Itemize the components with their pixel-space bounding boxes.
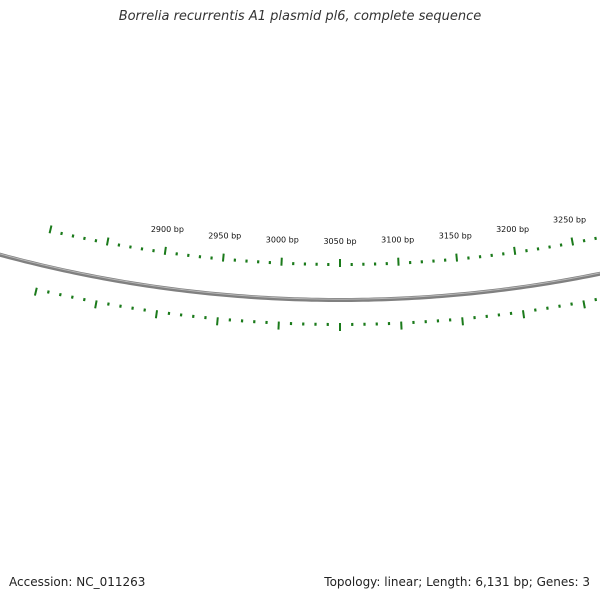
tick-label: 3200 bp [496, 225, 529, 234]
plasmid-backbone-highlight [0, 253, 600, 300]
inner-major-tick [461, 317, 464, 326]
inner-major-tick [94, 300, 98, 309]
inner-major-tick [582, 300, 586, 309]
tick-label: 3250 bp [553, 216, 586, 225]
outer-minor-tick [129, 245, 132, 249]
inner-minor-tick [558, 304, 561, 308]
outer-minor-tick [60, 231, 63, 236]
tick-label: 2950 bp [208, 232, 241, 241]
accession-label: Accession: NC_011263 [9, 575, 146, 589]
inner-minor-tick [119, 304, 122, 308]
outer-major-tick [513, 246, 517, 255]
inner-minor-tick [570, 302, 573, 306]
inner-minor-tick [46, 290, 50, 294]
outer-minor-tick [548, 245, 551, 249]
tick-label: 2900 bp [151, 225, 184, 234]
plasmid-backbone [0, 252, 600, 303]
outer-minor-tick [594, 236, 597, 241]
outer-major-tick [570, 237, 575, 246]
inner-minor-tick [58, 292, 62, 297]
page-title: Borrelia recurrentis A1 plasmid pl6, com… [118, 9, 482, 24]
inner-minor-tick [107, 302, 110, 306]
outer-minor-tick [559, 243, 563, 247]
tick-label: 3050 bp [323, 237, 356, 246]
outer-major-tick [105, 237, 110, 246]
inner-major-tick [216, 317, 219, 326]
outer-tick-ring [48, 225, 597, 267]
outer-minor-tick [94, 239, 98, 243]
tick-label: 3150 bp [439, 232, 472, 241]
outer-major-tick [48, 225, 53, 234]
inner-major-tick [154, 310, 159, 319]
tick-label: 3100 bp [381, 236, 414, 245]
outer-major-tick [221, 253, 225, 262]
inner-major-tick [33, 287, 38, 296]
topology-summary: Topology: linear; Length: 6,131 bp; Gene… [324, 575, 590, 589]
outer-minor-tick [117, 243, 121, 247]
tick-label: 3000 bp [266, 236, 299, 245]
inner-minor-tick [70, 295, 74, 299]
outer-major-tick [455, 253, 459, 262]
outer-minor-tick [83, 236, 86, 241]
inner-minor-tick [82, 297, 86, 302]
outer-minor-tick [71, 234, 75, 238]
outer-minor-tick [582, 239, 586, 243]
outer-major-tick [163, 246, 167, 255]
inner-major-tick [521, 310, 526, 319]
inner-tick-ring [33, 287, 598, 331]
inner-minor-tick [594, 297, 598, 302]
